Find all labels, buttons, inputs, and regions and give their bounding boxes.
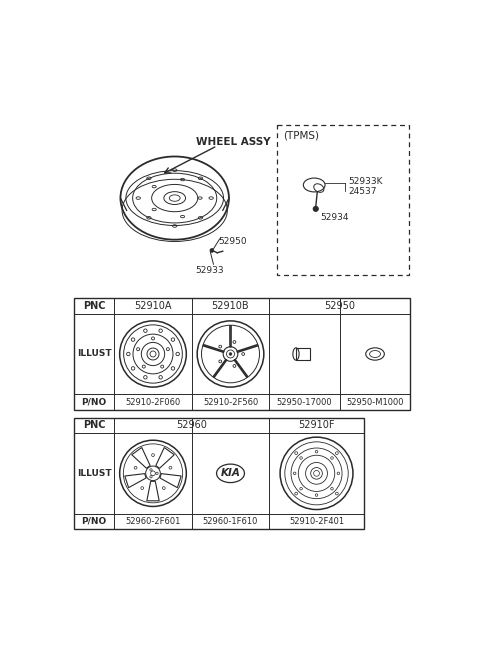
Circle shape [229, 353, 232, 356]
Text: 52910-2F560: 52910-2F560 [203, 398, 258, 407]
Text: 52950: 52950 [324, 301, 355, 311]
Polygon shape [156, 447, 174, 468]
Circle shape [313, 206, 318, 211]
Text: 52933K: 52933K [348, 177, 383, 186]
Text: 52950-M1000: 52950-M1000 [346, 398, 404, 407]
Text: 52910A: 52910A [134, 301, 172, 311]
Text: 24537: 24537 [348, 187, 377, 195]
Text: P/NO: P/NO [82, 517, 107, 526]
Text: (TPMS): (TPMS) [283, 131, 319, 140]
Bar [296, 348, 310, 360]
Bar [74, 417, 364, 529]
Bar [277, 125, 409, 275]
Text: 52960: 52960 [176, 420, 207, 430]
Text: WHEEL ASSY: WHEEL ASSY [196, 137, 271, 147]
Text: 52933: 52933 [195, 266, 224, 275]
Text: PNC: PNC [83, 301, 105, 311]
Text: 52910B: 52910B [212, 301, 249, 311]
Text: 52910F: 52910F [298, 420, 335, 430]
Polygon shape [125, 474, 146, 487]
Text: 52960-2F601: 52960-2F601 [125, 517, 180, 526]
Polygon shape [147, 482, 159, 501]
Text: 52910-2F401: 52910-2F401 [289, 517, 344, 526]
Text: ILLUST: ILLUST [77, 350, 111, 358]
Text: PNC: PNC [83, 420, 105, 430]
Text: KIA: KIA [221, 468, 240, 478]
Circle shape [210, 249, 214, 253]
Text: 52910-2F060: 52910-2F060 [125, 398, 180, 407]
Text: ILLUST: ILLUST [77, 469, 111, 478]
Text: 52960-1F610: 52960-1F610 [203, 517, 258, 526]
Polygon shape [132, 447, 150, 468]
Bar [74, 298, 410, 410]
Polygon shape [160, 474, 181, 487]
Text: 52950-17000: 52950-17000 [276, 398, 332, 407]
Text: 52934: 52934 [321, 213, 349, 222]
Text: 52950: 52950 [218, 237, 247, 245]
Text: P/NO: P/NO [82, 398, 107, 407]
